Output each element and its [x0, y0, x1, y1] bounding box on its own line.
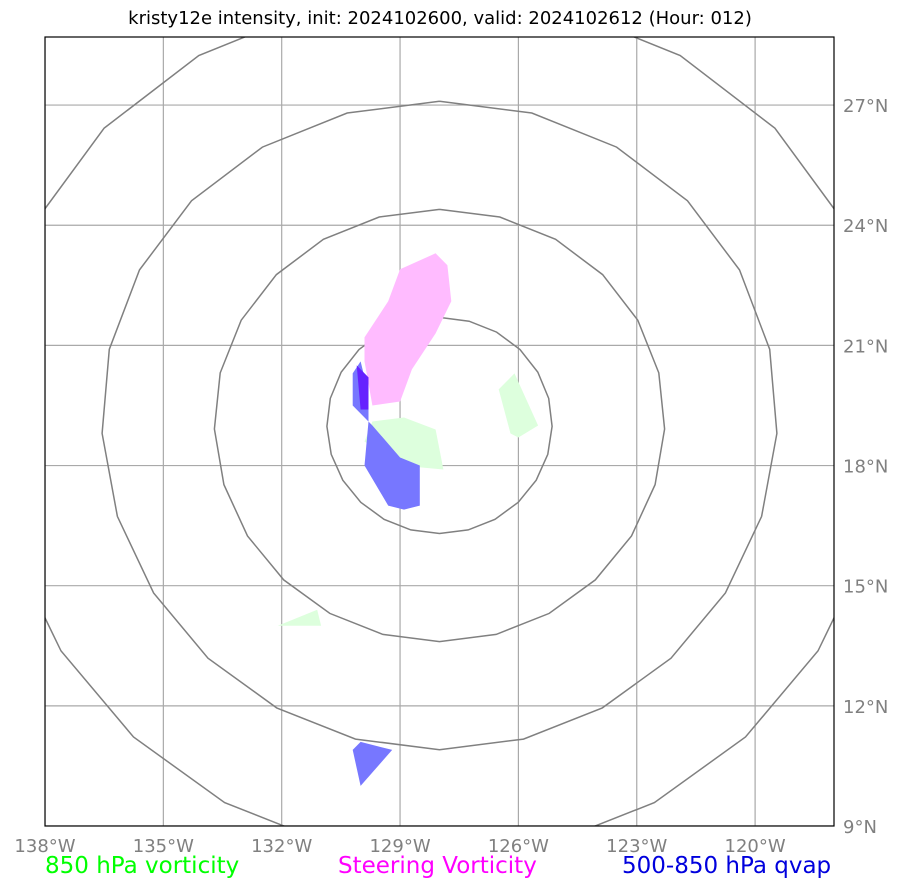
lat-tick-label: 24°N: [843, 216, 888, 237]
lat-tick-label: 27°N: [843, 96, 888, 117]
graticule: [45, 37, 834, 826]
lon-tick-label: 132°W: [251, 836, 312, 857]
plot-area: [45, 37, 834, 826]
lat-tick-label: 9°N: [843, 817, 877, 838]
longitude-labels: 138°W 135°W 132°W 129°W 126°W 123°W 120°W: [14, 836, 785, 857]
850-hpa-vorticity-area: [277, 609, 322, 626]
lon-tick-label: 123°W: [606, 836, 667, 857]
range-ring: [326, 316, 553, 535]
field-contours: [277, 253, 539, 786]
lon-tick-label: 126°W: [488, 836, 549, 857]
850-hpa-vorticity-area: [498, 373, 539, 438]
lat-tick-label: 12°N: [843, 697, 888, 718]
legend-850-hpa-vorticity: 850 hPa vorticity: [45, 853, 240, 879]
lon-tick-label: 135°W: [133, 836, 194, 857]
range-ring: [213, 208, 666, 643]
lon-tick-label: 129°W: [369, 836, 430, 857]
map-border: [44, 36, 835, 827]
lat-tick-label: 15°N: [843, 577, 888, 598]
500-850-hpa-qvap-core-area: [356, 365, 369, 410]
lat-tick-label: 18°N: [843, 457, 888, 478]
lon-tick-label: 138°W: [14, 836, 75, 857]
range-ring: [101, 100, 778, 751]
legend-steering-vorticity: Steering Vorticity: [338, 853, 537, 879]
latitude-labels: 9°N 12°N 15°N 18°N 21°N 24°N 27°N: [843, 96, 888, 838]
legend-500-850-hpa-qvap: 500-850 hPa qvap: [622, 853, 832, 879]
500-850-hpa-qvap-area: [352, 741, 393, 786]
850-hpa-vorticity-area: [364, 417, 444, 470]
500-850-hpa-qvap-area: [352, 361, 420, 510]
map-title: kristy12e intensity, init: 2024102600, v…: [128, 8, 752, 29]
steering-vorticity-area: [364, 253, 452, 406]
lat-tick-label: 21°N: [843, 336, 888, 357]
lon-tick-label: 120°W: [725, 836, 786, 857]
range-rings: [45, 37, 834, 826]
